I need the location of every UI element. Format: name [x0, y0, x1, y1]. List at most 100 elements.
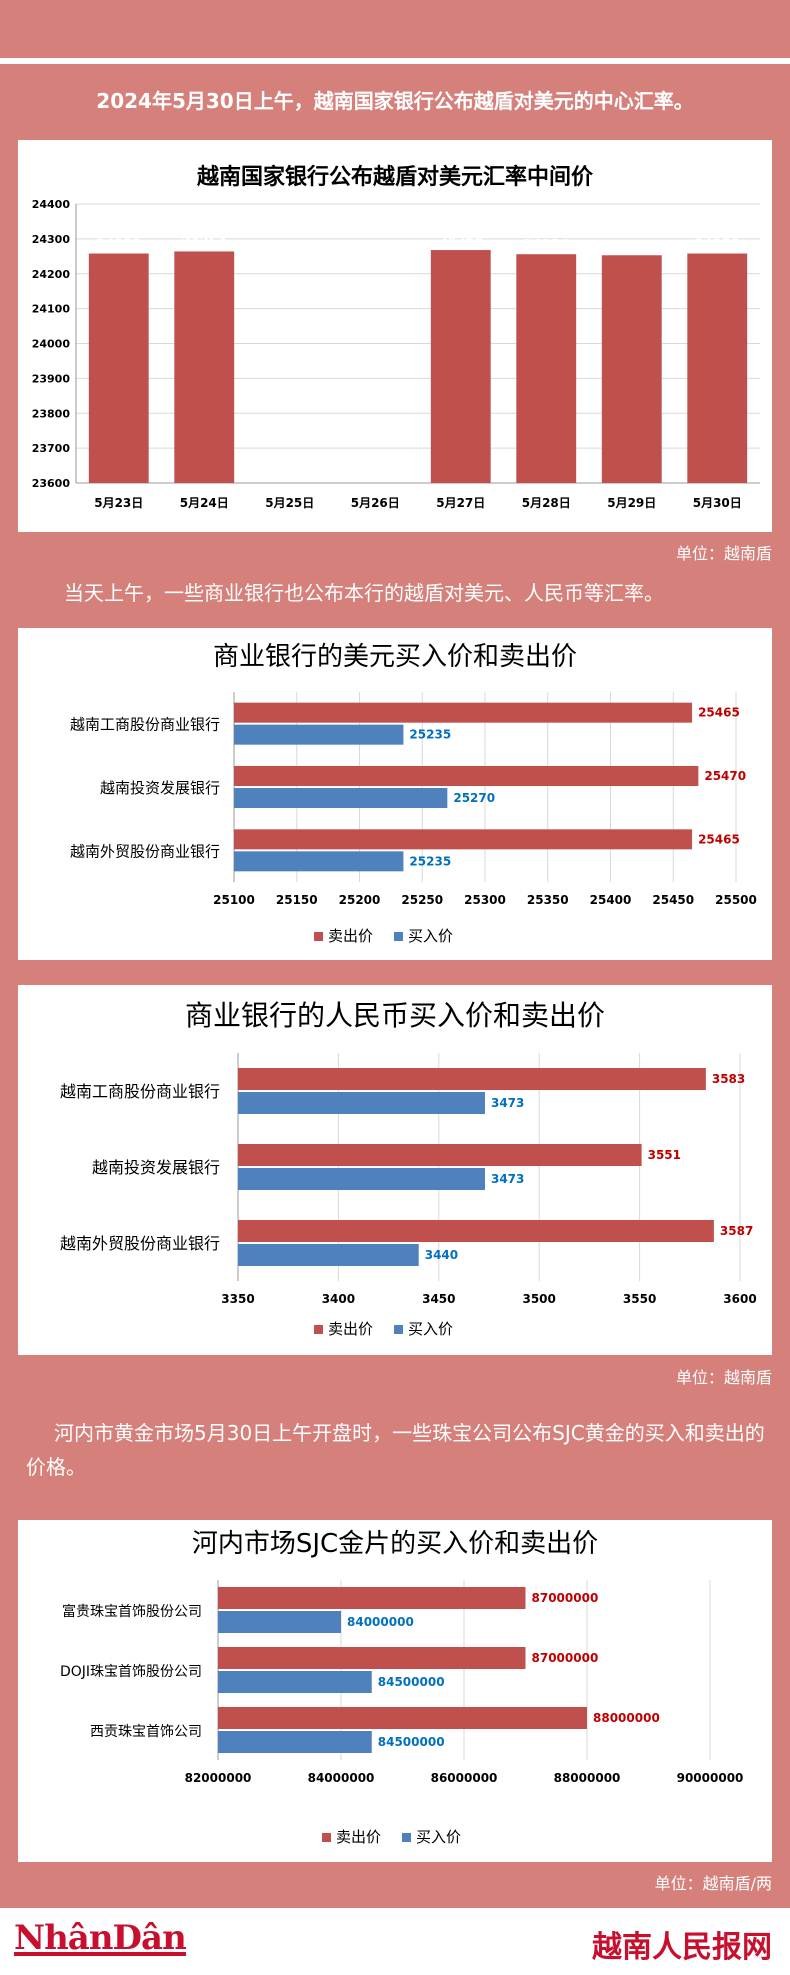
legend-label-sell: 卖出价 — [328, 1320, 373, 1338]
x-tick-label: 86000000 — [431, 1771, 498, 1785]
bar-sell — [238, 1220, 714, 1242]
data-label-sell: 3583 — [712, 1072, 745, 1086]
legend-swatch-buy — [402, 1833, 411, 1842]
data-label-sell: 25465 — [698, 706, 740, 720]
data-label-buy: 84000000 — [347, 1615, 414, 1629]
x-tick-label: 3500 — [522, 1292, 555, 1306]
x-tick-label: 3550 — [623, 1292, 656, 1306]
chart-panel-1: 越南国家银行公布越盾对美元汇率中间价 23600 23700 23800 23900 24… — [18, 140, 772, 532]
bar — [430, 250, 491, 483]
x-tick-label: 5月28日 — [522, 496, 571, 510]
top-divider — [0, 58, 790, 64]
chart-title: 商业银行的美元买入价和卖出价 — [213, 642, 577, 672]
chart-panel-4: 河内市场SJC金片的买入价和卖出价 82000000 84000000 8600000… — [18, 1520, 772, 1862]
x-tick-label: 90000000 — [677, 1771, 744, 1785]
bar-sell — [234, 766, 699, 786]
legend-swatch-buy — [394, 932, 403, 941]
category-label: 越南外贸股份商业银行 — [60, 1234, 220, 1253]
data-label-buy: 3473 — [491, 1172, 524, 1186]
data-label-buy: 25235 — [409, 854, 451, 868]
x-tick-label: 5月29日 — [607, 496, 656, 510]
category-label: 西贡珠宝首饰公司 — [90, 1724, 202, 1740]
x-tick-label: 82000000 — [185, 1771, 252, 1785]
legend-label-buy: 买入价 — [408, 1320, 453, 1338]
bar-buy — [238, 1168, 485, 1190]
bar-buy — [218, 1611, 341, 1633]
legend-label-buy: 买入价 — [416, 1828, 461, 1846]
x-tick-label: 25400 — [590, 893, 632, 907]
x-tick-label: 25100 — [213, 893, 255, 907]
legend-swatch-sell — [322, 1833, 331, 1842]
data-label-buy: 25235 — [409, 728, 451, 742]
data-label-buy: 3440 — [425, 1248, 458, 1262]
x-tick-label: 3400 — [322, 1292, 355, 1306]
bar-sell — [234, 829, 693, 850]
bar — [174, 251, 235, 483]
legend-label-sell: 卖出价 — [336, 1828, 381, 1846]
data-label: 24268 — [438, 234, 483, 249]
y-tick-label: 24300 — [32, 233, 71, 246]
data-label-sell: 3587 — [720, 1224, 753, 1238]
y-tick-label: 24400 — [32, 198, 71, 211]
y-tick-label: 23900 — [32, 372, 71, 385]
y-tick-label: 23800 — [32, 407, 71, 420]
bar — [516, 254, 577, 483]
x-tick-label: 25250 — [401, 893, 443, 907]
bar-sell — [238, 1144, 642, 1166]
bar-sell — [234, 702, 693, 723]
intro-text-1: 2024年5月30日上午，越南国家银行公布越盾对美元的中心汇率。 — [96, 89, 694, 113]
bar-sell — [218, 1587, 526, 1609]
category-label: 越南工商股份商业银行 — [60, 1082, 220, 1101]
legend-label-buy: 买入价 — [408, 927, 453, 945]
legend-swatch-sell — [314, 1325, 323, 1334]
bar-buy — [218, 1731, 372, 1753]
data-label-buy: 3473 — [491, 1096, 524, 1110]
x-tick-label: 25300 — [464, 893, 506, 907]
data-label-sell: 87000000 — [532, 1591, 599, 1605]
x-tick-label: 5月24日 — [180, 496, 229, 510]
x-tick-label: 88000000 — [554, 1771, 621, 1785]
y-tick-label: 23600 — [32, 477, 71, 490]
x-tick-label: 25350 — [527, 893, 569, 907]
x-tick-label: 3600 — [723, 1292, 756, 1306]
data-label: 24256 — [524, 238, 569, 253]
x-tick-label: 25500 — [715, 893, 757, 907]
chart-panel-2: 商业银行的美元买入价和卖出价 25100 25150 25200 25250 25300 2… — [18, 628, 772, 960]
unit-label-3: 单位：越南盾/两 — [654, 1874, 772, 1893]
chart-title: 商业银行的人民币买入价和卖出价 — [185, 999, 605, 1032]
intro-text-2: 当天上午，一些商业银行也公布本行的越盾对美元、人民币等汇率。 — [64, 581, 664, 605]
usd-bank-rate-chart: 商业银行的美元买入价和卖出价 25100 25150 25200 25250 25300 2… — [70, 642, 757, 945]
intro-text-3: 河内市黄金市场5月30日上午开盘时，一些珠宝公司公布SJC黄金的买入和卖出的价格… — [26, 1421, 765, 1479]
category-label: 越南外贸股份商业银行 — [70, 842, 220, 860]
bar-sell — [218, 1647, 526, 1669]
bar — [601, 255, 662, 483]
data-label-sell: 25465 — [698, 832, 740, 846]
footer-bar: NhânDân 越南人民报网 — [0, 1908, 790, 1975]
bar-buy — [238, 1092, 485, 1114]
data-label-buy: 25270 — [453, 791, 495, 805]
chart-title: 河内市场SJC金片的买入价和卖出价 — [192, 1529, 598, 1559]
bar-buy — [234, 851, 404, 872]
unit-label-1: 单位：越南盾 — [675, 544, 772, 563]
category-label: 越南投资发展银行 — [100, 779, 220, 797]
bar-buy — [234, 724, 404, 745]
central-rate-bar-chart: 越南国家银行公布越盾对美元汇率中间价 23600 23700 23800 23900 24… — [32, 164, 760, 510]
category-label: 越南工商股份商业银行 — [70, 716, 220, 734]
cny-bank-rate-chart: 商业银行的人民币买入价和卖出价 3350 3400 3450 3500 3550 3600 越… — [60, 999, 757, 1338]
site-logo[interactable]: 越南人民报网 — [592, 1930, 772, 1965]
data-label-sell: 25470 — [704, 769, 746, 783]
unit-label-2: 单位：越南盾 — [675, 1368, 772, 1387]
data-label-buy: 84500000 — [378, 1735, 445, 1749]
x-tick-label: 25200 — [339, 893, 381, 907]
sjc-gold-price-chart: 河内市场SJC金片的买入价和卖出价 82000000 84000000 8600000… — [60, 1529, 744, 1846]
x-tick-label: 5月26日 — [351, 496, 400, 510]
bar-buy — [234, 788, 448, 808]
x-tick-label: 5月30日 — [693, 496, 742, 510]
legend-label-sell: 卖出价 — [328, 927, 373, 945]
bar — [687, 253, 748, 483]
bar-buy — [218, 1671, 372, 1693]
category-label: 越南投资发展银行 — [92, 1158, 220, 1177]
chart-title: 越南国家银行公布越盾对美元汇率中间价 — [196, 164, 594, 190]
y-tick-label: 24200 — [32, 268, 71, 281]
nhandan-logo[interactable]: NhânDân — [14, 1918, 187, 1958]
